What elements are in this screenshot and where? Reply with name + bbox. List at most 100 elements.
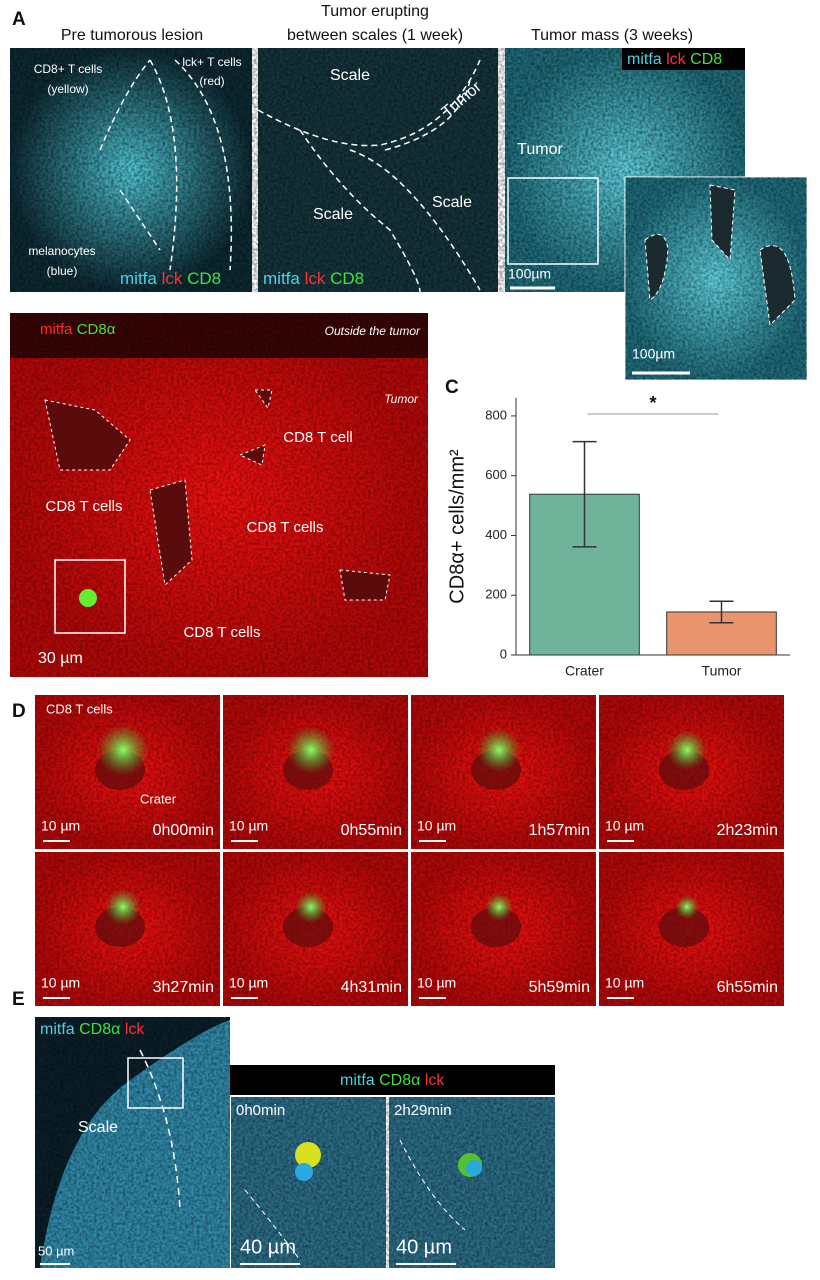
x-tick-label: Crater xyxy=(565,663,604,679)
legend: mitfa CD8α xyxy=(40,321,116,338)
cell xyxy=(295,1142,321,1168)
time-label: 5h59min xyxy=(529,979,590,996)
legend-entry: lck xyxy=(425,1072,446,1089)
cell xyxy=(295,1163,313,1181)
time-label: 2h29min xyxy=(394,1102,452,1119)
label: Scale xyxy=(78,1119,118,1136)
scale-label: 50 µm xyxy=(38,1243,74,1258)
y-tick-label: 600 xyxy=(485,467,507,482)
error-bar xyxy=(709,600,734,624)
scale-label: 40 µm xyxy=(240,1236,296,1258)
panel-letter: E xyxy=(12,989,25,1010)
scale-label: 10 µm xyxy=(229,818,268,834)
panel-title: between scales (1 week) xyxy=(287,27,463,44)
panel-letter: C xyxy=(445,377,459,398)
panel-a: A Pre tumorous lesion Tumor erupting bet… xyxy=(10,3,808,381)
label: Tumor xyxy=(517,141,563,158)
scale-label: 100µm xyxy=(508,266,551,282)
time-label: 0h00min xyxy=(153,822,214,839)
legend-entry: mitfa xyxy=(627,51,662,68)
time-label: 4h31min xyxy=(341,979,402,996)
time-label: 2h23min xyxy=(717,822,778,839)
label: melanocytes xyxy=(28,244,95,258)
label: Scale xyxy=(432,194,472,211)
panel-e: E mitfa CD8α lck Scale 50 µm mitfa CD8α … xyxy=(12,989,555,1268)
label: Crater xyxy=(140,791,177,806)
label: CD8 T cells xyxy=(46,701,113,716)
crater xyxy=(659,907,709,947)
x-tick-label: Tumor xyxy=(702,663,742,679)
scale-label: 100µm xyxy=(632,346,675,362)
time-label: 6h55min xyxy=(717,979,778,996)
cell xyxy=(485,893,513,921)
legend-entry: lck xyxy=(666,51,687,68)
error-bar xyxy=(572,440,597,548)
outline xyxy=(139,1049,181,1211)
cell xyxy=(287,726,335,774)
legend-entry: CD8 xyxy=(330,269,364,288)
y-tick-label: 400 xyxy=(485,527,507,542)
y-tick-label: 800 xyxy=(485,407,507,422)
scale-label: 30 µm xyxy=(38,650,83,667)
label: Scale xyxy=(313,206,353,223)
label: CD8+ T cells xyxy=(34,62,103,76)
legend-entry: CD8α xyxy=(77,321,116,338)
scale-label: 10 µm xyxy=(41,818,80,834)
outline xyxy=(99,59,233,271)
cell xyxy=(97,724,149,776)
panel-title: Pre tumorous lesion xyxy=(61,27,203,44)
note: Outside the tumor xyxy=(325,324,421,338)
legend-entry: mitfa xyxy=(340,1072,375,1089)
legend-box xyxy=(622,48,745,70)
legend-entry: CD8α xyxy=(379,1072,420,1089)
y-axis-label: CD8α+ cells/mm² xyxy=(446,449,468,604)
inset-box xyxy=(127,1057,184,1109)
legend: mitfa lck CD8 xyxy=(263,269,364,288)
label: (red) xyxy=(199,74,224,88)
scale-label: 10 µm xyxy=(605,975,644,991)
label: (yellow) xyxy=(47,82,88,96)
inset-box xyxy=(54,559,126,634)
legend-entry: mitfa xyxy=(40,321,73,338)
scale-label: 10 µm xyxy=(417,818,456,834)
legend: mitfa CD8α lck xyxy=(40,1021,145,1038)
panel-title: Tumor mass (3 weeks) xyxy=(531,27,693,44)
legend-entry: lck xyxy=(125,1021,146,1038)
cell xyxy=(675,895,699,919)
label: CD8 T cell xyxy=(283,429,352,446)
cell xyxy=(105,889,141,925)
label: CD8 T cells xyxy=(184,624,261,641)
scale-label: 10 µm xyxy=(605,818,644,834)
inset-box xyxy=(507,177,599,265)
scale-label: 10 µm xyxy=(229,975,268,991)
significance: * xyxy=(649,393,656,413)
cell xyxy=(79,589,97,607)
time-label: 3h27min xyxy=(153,979,214,996)
label: lck+ T cells xyxy=(182,55,241,69)
legend-entry: CD8 xyxy=(187,269,221,288)
legend-entry: lck xyxy=(162,269,183,288)
cell xyxy=(477,728,521,772)
legend: mitfa CD8α lck xyxy=(340,1072,445,1089)
legend-entry: CD8α xyxy=(79,1021,120,1038)
label: Scale xyxy=(330,67,370,84)
panel-c: C 0 200 400 600 800 CD8α+ cells/mm² Crater Tumo… xyxy=(445,377,790,679)
outline xyxy=(644,184,796,327)
texture xyxy=(10,48,745,292)
legend-entry: lck xyxy=(305,269,326,288)
note: Tumor xyxy=(384,392,419,406)
time-label: 0h55min xyxy=(341,822,402,839)
outline xyxy=(244,1139,466,1261)
label: (blue) xyxy=(47,264,78,278)
y-tick-label: 200 xyxy=(485,587,507,602)
time-label: 1h57min xyxy=(529,822,590,839)
y-tick-label: 0 xyxy=(500,646,507,661)
scale-label: 10 µm xyxy=(417,975,456,991)
legend-entry: mitfa xyxy=(263,269,300,288)
panel-letter: D xyxy=(12,701,26,722)
time-label: 0h0min xyxy=(236,1102,285,1119)
panel-letter: A xyxy=(12,9,26,30)
texture xyxy=(35,1017,230,1268)
cell xyxy=(466,1160,482,1176)
panel-title: Tumor erupting xyxy=(321,3,429,20)
